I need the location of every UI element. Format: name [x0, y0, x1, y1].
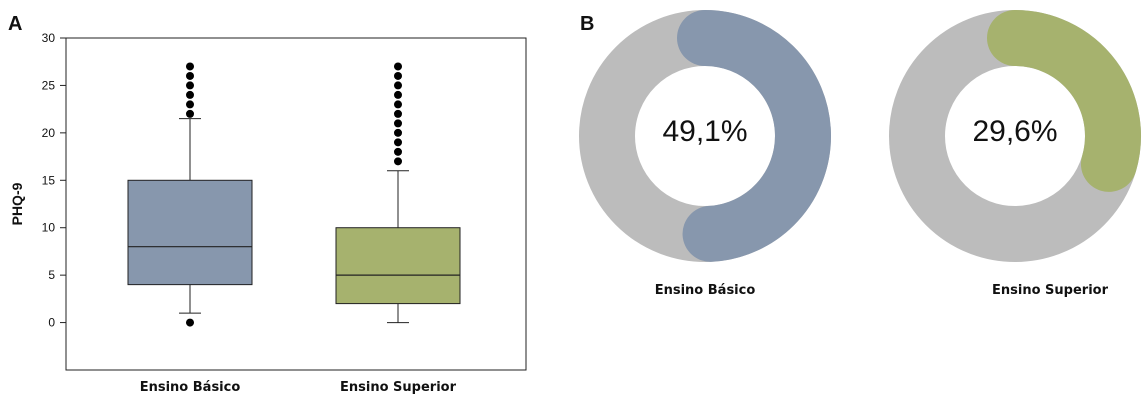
- outlier-point: [186, 71, 194, 80]
- box-iqr: [335, 227, 461, 305]
- outlier-point: [394, 109, 402, 118]
- box-category-label-basico: Ensino Básico: [140, 380, 241, 395]
- outlier-point: [186, 62, 194, 71]
- y-tick-label: 10: [42, 221, 56, 235]
- outlier-point: [394, 100, 402, 109]
- y-tick-label: 20: [42, 126, 56, 140]
- outlier-point: [394, 81, 402, 90]
- outlier-point: [186, 109, 194, 118]
- box-category-label-superior: Ensino Superior: [340, 380, 457, 395]
- outlier-point: [394, 62, 402, 71]
- y-tick-label: 0: [48, 316, 55, 330]
- plot-frame: [65, 37, 527, 371]
- donut-value-label-basico: 49,1%: [662, 115, 747, 148]
- outlier-point: [394, 71, 402, 80]
- y-tick-label: 25: [42, 78, 56, 92]
- outlier-point: [394, 147, 402, 156]
- donut-value-arc: [987, 10, 1141, 192]
- y-ticks: 0 5 10 15 20 25 30: [42, 31, 66, 330]
- donut-charts: 49,1% 29,6% Ensino Básico Ensino Superio…: [579, 10, 1141, 298]
- panel-label-b: B: [580, 13, 594, 35]
- outlier-point: [394, 90, 402, 99]
- outlier-point: [186, 318, 194, 327]
- outlier-point: [394, 119, 402, 128]
- donut-value-label-superior: 29,6%: [972, 115, 1057, 148]
- panel-label-a: A: [8, 13, 22, 35]
- outlier-point: [186, 100, 194, 109]
- box-iqr: [127, 179, 253, 286]
- boxplot-chart: PHQ-9 0 5 10 15 20 25 30 Ensino Básico Ensino …: [9, 31, 527, 395]
- boxes: [127, 62, 461, 327]
- donut-category-label-basico: Ensino Básico: [655, 283, 756, 298]
- y-tick-label: 30: [42, 31, 56, 45]
- outlier-point: [394, 128, 402, 137]
- outlier-point: [186, 90, 194, 99]
- y-tick-label: 5: [48, 268, 55, 282]
- y-axis-label: PHQ-9: [9, 182, 25, 225]
- outlier-point: [394, 138, 402, 147]
- donut-category-label-superior: Ensino Superior: [992, 283, 1109, 298]
- outlier-point: [186, 81, 194, 90]
- outlier-point: [394, 157, 402, 166]
- y-tick-label: 15: [42, 173, 56, 187]
- donut-value-arc: [677, 10, 831, 262]
